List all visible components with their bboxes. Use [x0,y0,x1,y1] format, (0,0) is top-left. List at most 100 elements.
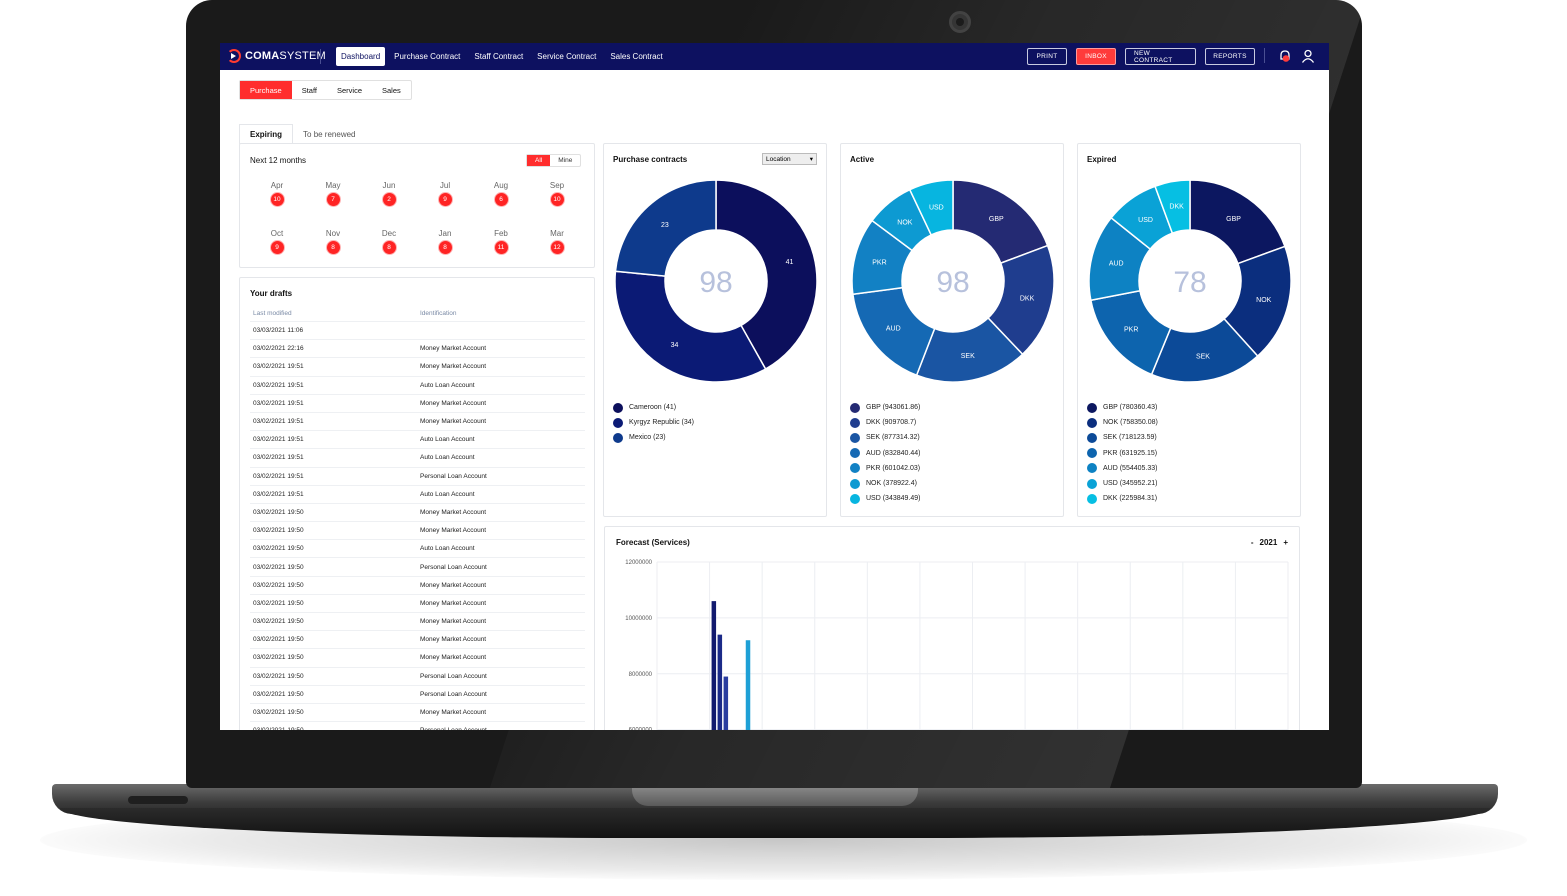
month-jan[interactable]: Jan 8 [430,229,460,255]
table-row[interactable]: 03/02/2021 19:50 Money Market Account [250,595,585,613]
nav-sales-contract[interactable]: Sales Contract [610,52,663,61]
forecast-card: Forecast (Services) - 2021 + 12000000 100… [604,526,1300,730]
reports-button[interactable]: REPORTS [1205,48,1255,65]
nav-purchase-contract[interactable]: Purchase Contract [394,52,461,61]
month-jun[interactable]: Jun 2 [374,181,404,207]
month-oct[interactable]: Oct 9 [262,229,292,255]
month-feb[interactable]: Feb 11 [486,229,516,255]
filter-mine-button[interactable]: Mine [558,157,573,164]
print-button[interactable]: PRINT [1027,48,1067,65]
legend-label: SEK (877314.32) [866,434,920,442]
tab-to-be-renewed[interactable]: To be renewed [303,129,356,139]
legend-item[interactable]: Mexico (23) [613,430,694,445]
legend-item[interactable]: NOK (758350.08) [1087,415,1158,430]
table-row[interactable]: 03/02/2021 19:51 Money Market Account [250,395,585,413]
table-row[interactable]: 03/02/2021 19:51 Money Market Account [250,358,585,377]
cell-identification: Money Market Account [420,399,487,407]
tab-purchase[interactable]: Purchase [240,81,292,99]
legend-item[interactable]: GBP (780360.43) [1087,400,1158,415]
legend-item[interactable]: Kyrgyz Republic (34) [613,415,694,430]
tab-staff[interactable]: Staff [301,85,317,95]
legend-item[interactable]: DKK (909708.7) [850,415,920,430]
table-row[interactable]: 03/02/2021 19:50 Money Market Account [250,577,585,595]
active-slice-usd[interactable] [908,179,954,236]
user-icon[interactable] [1301,49,1315,63]
forecast-bar[interactable] [717,634,723,730]
table-row[interactable]: 03/02/2021 19:51 Auto Loan Account [250,377,585,395]
forecast-bar[interactable] [711,601,717,730]
active-donut-chart: GBP DKK SEK AUD PKR NOK USD 98 [851,179,1055,383]
notification-bell-icon[interactable] [1278,49,1292,63]
table-row[interactable]: 03/02/2021 19:50 Money Market Account [250,613,585,632]
expired-slice-dkk[interactable] [1154,179,1191,235]
new-contract-button[interactable]: NEW CONTRACT [1125,48,1196,65]
legend-item[interactable]: Cameroon (41) [613,400,694,415]
cell-last-modified: 03/02/2021 19:51 [253,436,304,444]
month-sep[interactable]: Sep 10 [542,181,572,207]
purchase-legend: Cameroon (41) Kyrgyz Republic (34) Mexico … [613,400,694,446]
legend-item[interactable]: DKK (225984.31) [1087,491,1158,506]
table-row[interactable]: 03/02/2021 19:50 Money Market Account [250,522,585,541]
month-nov[interactable]: Nov 8 [318,229,348,255]
logo[interactable]: COMASYSTEM [227,49,326,63]
purchase-slice-34[interactable] [614,270,767,383]
column-identification[interactable]: Identification [420,309,457,317]
expired-slice-label: AUD [1109,260,1124,267]
purchase-slice-41[interactable] [715,179,818,371]
legend-label: NOK (758350.08) [1103,419,1158,427]
table-row[interactable]: 03/02/2021 19:51 Auto Loan Account [250,431,585,450]
legend-item[interactable]: GBP (943061.86) [850,400,920,415]
table-row[interactable]: 03/02/2021 19:51 Money Market Account [250,413,585,432]
forecast-bar[interactable] [745,640,751,730]
table-row[interactable]: 03/02/2021 19:50 Money Market Account [250,504,585,523]
month-mar[interactable]: Mar 12 [542,229,572,255]
legend-item[interactable]: SEK (877314.32) [850,430,920,445]
legend-item[interactable]: NOK (378922.4) [850,476,920,491]
legend-item[interactable]: PKR (631925.15) [1087,446,1158,461]
month-jul[interactable]: Jul 9 [430,181,460,207]
purchase-slice-23[interactable] [614,179,717,277]
table-row[interactable]: 03/02/2021 19:51 Personal Loan Account [250,468,585,486]
filter-all-button[interactable]: All [527,155,551,166]
inbox-button[interactable]: INBOX [1076,48,1116,65]
next-year-button[interactable]: + [1283,538,1288,547]
drafts-card: Your drafts Last modified Identification… [239,277,595,730]
tab-expiring[interactable]: Expiring [239,124,294,144]
month-aug[interactable]: Aug 6 [486,181,516,207]
location-select[interactable]: Location ▾ [762,153,817,165]
legend-item[interactable]: USD (345952.21) [1087,476,1158,491]
table-row[interactable]: 03/02/2021 22:16 Money Market Account [250,340,585,359]
forecast-bar[interactable] [723,676,729,730]
active-contracts-card: Active GBP DKK SEK AUD PKR NOK USD 98 GBP (9430… [840,143,1064,517]
month-apr[interactable]: Apr 10 [262,181,292,207]
legend-item[interactable]: AUD (832840.44) [850,446,920,461]
prev-year-button[interactable]: - [1250,538,1254,547]
table-row[interactable]: 03/02/2021 19:50 Money Market Account [250,649,585,668]
table-row[interactable]: 03/02/2021 19:51 Auto Loan Account [250,486,585,504]
tab-service[interactable]: Service [336,85,362,95]
month-dec[interactable]: Dec 8 [374,229,404,255]
legend-item[interactable]: SEK (718123.59) [1087,430,1158,445]
table-row[interactable]: 03/03/2021 11:06 [250,322,585,341]
month-may[interactable]: May 7 [318,181,348,207]
column-last-modified[interactable]: Last modified [253,309,292,317]
legend-swatch [850,432,860,443]
cell-identification: Auto Loan Account [420,454,475,462]
nav-service-contract[interactable]: Service Contract [537,52,597,61]
table-row[interactable]: 03/02/2021 19:50 Money Market Account [250,704,585,723]
table-row[interactable]: 03/02/2021 19:51 Auto Loan Account [250,449,585,468]
nav-staff-contract[interactable]: Staff Contract [474,52,524,61]
tab-sales[interactable]: Sales [382,85,401,95]
table-row[interactable]: 03/02/2021 19:50 Auto Loan Account [250,540,585,559]
legend-item[interactable]: AUD (554405.33) [1087,461,1158,476]
cell-last-modified: 03/02/2021 19:50 [253,672,304,680]
legend-item[interactable]: USD (343849.49) [850,491,920,506]
nav-dashboard[interactable]: Dashboard [336,47,386,66]
table-row[interactable]: 03/02/2021 19:50 Money Market Account [250,631,585,650]
legend-item[interactable]: PKR (601042.03) [850,461,920,476]
top-icons [1264,48,1315,63]
